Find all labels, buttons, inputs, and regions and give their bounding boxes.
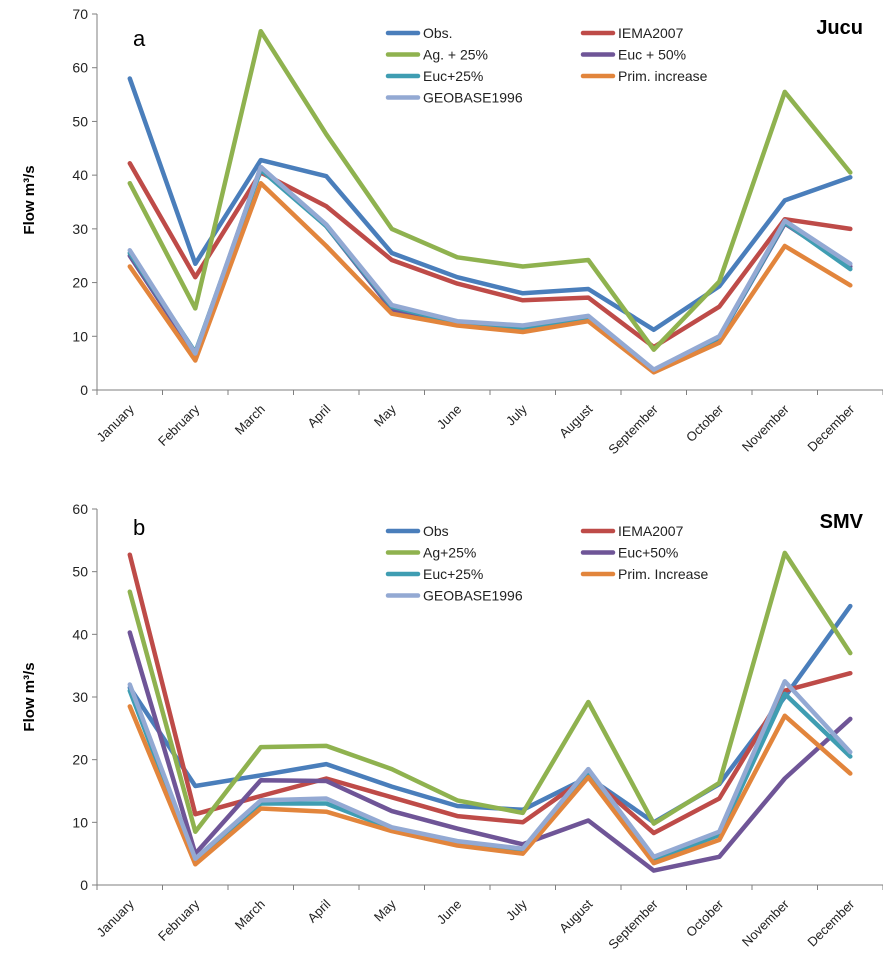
- y-tick-label: 50: [72, 113, 88, 129]
- y-tick-label: 60: [72, 501, 88, 517]
- x-tick-label: November: [739, 401, 792, 454]
- legend-label: IEMA2007: [618, 523, 684, 539]
- chart-title: SMV: [820, 511, 864, 533]
- x-tick-label: June: [434, 402, 465, 433]
- x-tick-label: July: [503, 896, 530, 923]
- legend: Obs. IEMA2007 Ag. + 25% Euc + 50% Euc+25% Pri…: [385, 25, 708, 106]
- chart-panel-b: 0 10 20 30 40 50 60 January February March April Ma…: [21, 501, 883, 952]
- series-line-6: [127, 180, 853, 375]
- y-tick-label: 40: [72, 626, 88, 642]
- y-axis-label: Flow m³/s: [21, 662, 38, 731]
- x-tick-label: May: [371, 401, 399, 429]
- y-tick-label: 70: [72, 6, 88, 22]
- x-tick-label: September: [605, 896, 661, 952]
- series-line-4: [127, 630, 853, 873]
- y-tick-label: 30: [72, 221, 88, 237]
- y-tick-label: 40: [72, 167, 88, 183]
- x-tick-label: December: [804, 896, 857, 949]
- y-tick-label: 0: [80, 877, 88, 893]
- legend-label: Obs: [423, 523, 449, 539]
- x-tick-label: May: [371, 896, 399, 924]
- series-line-2: [127, 552, 853, 836]
- y-tick-label: 20: [72, 275, 88, 291]
- legend-label: GEOBASE1996: [423, 90, 523, 106]
- y-tick-label: 10: [72, 328, 88, 344]
- legend-label: IEMA2007: [618, 25, 684, 41]
- legend-label: Ag+25%: [423, 545, 476, 561]
- x-tick-label: January: [94, 401, 138, 445]
- y-tick-label: 10: [72, 814, 88, 830]
- x-tick-label: December: [804, 401, 857, 454]
- x-tick-label: April: [304, 896, 333, 925]
- series-line-1: [127, 76, 853, 333]
- series-line-3: [127, 28, 853, 352]
- x-tick-label: January: [94, 896, 138, 940]
- x-tick-label: August: [556, 896, 595, 935]
- legend-label: Euc+25%: [423, 68, 483, 84]
- x-tick-label: August: [556, 401, 595, 440]
- x-tick-label: March: [232, 402, 268, 438]
- x-tick-label: November: [739, 896, 792, 949]
- y-tick-label: 30: [72, 689, 88, 705]
- legend-label: GEOBASE1996: [423, 588, 523, 604]
- x-tick-label: March: [232, 897, 268, 933]
- legend-label: Prim. Increase: [618, 566, 708, 582]
- series-line-7: [127, 164, 853, 372]
- x-tick-label: July: [503, 401, 530, 428]
- y-tick-label: 0: [80, 382, 88, 398]
- legend-label: Euc+25%: [423, 566, 483, 582]
- x-tick-label: April: [304, 401, 333, 430]
- series-line-6: [127, 704, 853, 867]
- y-tick-label: 60: [72, 60, 88, 76]
- series-line-2: [127, 161, 853, 350]
- x-tick-label: October: [683, 401, 727, 445]
- legend-label: Prim. increase: [618, 68, 708, 84]
- legend-label: Euc+50%: [618, 545, 678, 561]
- series-line-3: [127, 550, 853, 834]
- legend: Obs IEMA2007 Ag+25% Euc+50% Euc+25% Prim. Inc…: [385, 523, 708, 604]
- chart-panel-a: 0 10 20 30 40 50 60 70 January February March April…: [21, 6, 883, 457]
- series-line-7: [127, 679, 853, 861]
- y-axis-label: Flow m³/s: [21, 165, 38, 234]
- x-tick-label: February: [155, 401, 203, 449]
- y-tick-label: 50: [72, 564, 88, 580]
- x-tick-label: June: [434, 897, 465, 928]
- panel-label: b: [133, 515, 145, 540]
- x-tick-label: October: [683, 896, 727, 940]
- x-tick-label: September: [605, 401, 661, 457]
- legend-label: Obs.: [423, 25, 453, 41]
- legend-label: Ag. + 25%: [423, 47, 488, 63]
- legend-label: Euc + 50%: [618, 47, 686, 63]
- y-tick-label: 20: [72, 752, 88, 768]
- x-tick-label: February: [155, 896, 203, 944]
- chart-title: Jucu: [816, 17, 863, 39]
- panel-label: a: [133, 26, 146, 51]
